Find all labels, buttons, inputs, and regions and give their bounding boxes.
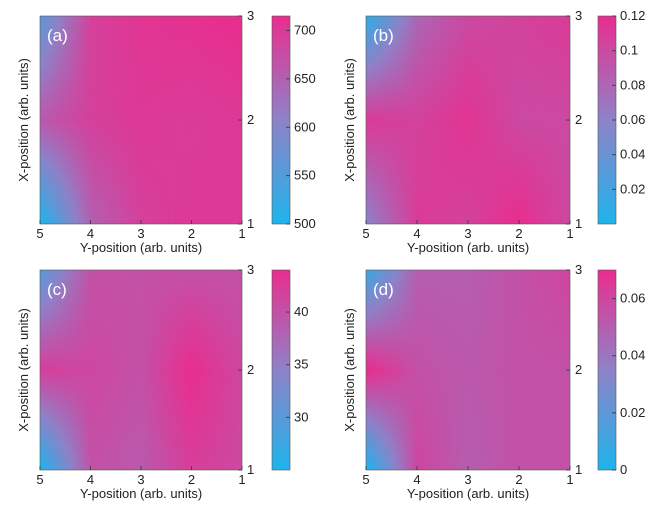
y-tick-label: 2 [247, 362, 254, 377]
colorbar-tick-label: 0.02 [620, 405, 645, 420]
y-tick-label: 3 [247, 262, 254, 277]
panel-c: (c) 5 4 3 2 1 Y-position (arb. units) 1 2 3 X-posi… [16, 262, 308, 501]
colorbar [271, 269, 291, 471]
x-tick-label: 4 [413, 226, 420, 241]
colorbar-tick-label: 0.04 [620, 348, 645, 363]
heatmap-plot [40, 16, 242, 224]
x-axis-label: Y-position (arb. units) [80, 486, 202, 501]
y-tick-label: 2 [575, 112, 582, 127]
x-tick-label: 2 [188, 472, 195, 487]
x-tick-label: 5 [36, 472, 43, 487]
x-tick-label: 5 [362, 472, 369, 487]
x-tick-label: 1 [238, 226, 245, 241]
y-tick-label: 2 [575, 362, 582, 377]
colorbar-tick-label: 0.06 [620, 112, 645, 127]
colorbar-tick-label: 30 [294, 409, 308, 424]
heatmap-plot [366, 270, 570, 470]
y-tick-label: 1 [247, 462, 254, 477]
heatmap-plot [40, 270, 242, 470]
x-tick-label: 3 [464, 226, 471, 241]
y-axis-label: X-position (arb. units) [16, 58, 31, 182]
x-tick-label: 1 [566, 472, 573, 487]
y-axis-label: X-position (arb. units) [342, 308, 357, 432]
x-tick-label: 2 [515, 226, 522, 241]
colorbar [271, 15, 291, 225]
panel-label: (b) [373, 26, 394, 45]
y-tick-label: 2 [247, 112, 254, 127]
x-tick-label: 4 [87, 226, 94, 241]
panel-label: (c) [47, 280, 67, 299]
x-axis-label: Y-position (arb. units) [407, 240, 529, 255]
y-axis-label: X-position (arb. units) [16, 308, 31, 432]
x-tick-label: 1 [238, 472, 245, 487]
colorbar-tick-label: 0.02 [620, 181, 645, 196]
panel-label: (d) [373, 280, 394, 299]
x-tick-label: 2 [188, 226, 195, 241]
colorbar-tick-label: 600 [294, 119, 316, 134]
x-tick-label: 3 [137, 226, 144, 241]
x-axis-label: Y-position (arb. units) [407, 486, 529, 501]
panel-d: (d) 5 4 3 2 1 Y-position (arb. units) 1 2 3 X-posi… [342, 262, 645, 501]
x-tick-label: 2 [515, 472, 522, 487]
x-tick-label: 5 [362, 226, 369, 241]
x-axis-label: Y-position (arb. units) [80, 240, 202, 255]
y-tick-label: 3 [247, 8, 254, 23]
colorbar-tick-label: 0.08 [620, 77, 645, 92]
x-tick-label: 4 [413, 472, 420, 487]
colorbar-tick-label: 500 [294, 216, 316, 231]
heatmap-plot [366, 16, 570, 224]
x-tick-label: 1 [566, 226, 573, 241]
colorbar-tick-label: 0.1 [620, 43, 638, 58]
x-tick-label: 5 [36, 226, 43, 241]
colorbar-tick-label: 0.06 [620, 291, 645, 306]
panel-a: (a) 5 4 3 2 1 Y-position (arb. units) 1 2 3 X-posi… [16, 8, 316, 255]
colorbar-tick-label: 35 [294, 357, 308, 372]
y-tick-label: 1 [247, 216, 254, 231]
y-tick-label: 3 [575, 8, 582, 23]
colorbar-tick-label: 0.12 [620, 8, 645, 23]
y-tick-label: 3 [575, 262, 582, 277]
colorbar-tick-label: 40 [294, 304, 308, 319]
y-axis-label: X-position (arb. units) [342, 58, 357, 182]
panel-label: (a) [47, 26, 68, 45]
y-tick-label: 1 [575, 216, 582, 231]
x-tick-label: 3 [137, 472, 144, 487]
y-tick-label: 1 [575, 462, 582, 477]
colorbar-tick-label: 650 [294, 71, 316, 86]
x-tick-label: 3 [464, 472, 471, 487]
x-tick-label: 4 [87, 472, 94, 487]
colorbar [597, 269, 617, 471]
panel-b: (b) 5 4 3 2 1 Y-position (arb. units) 1 2 3 X-posi… [342, 8, 645, 255]
colorbar-tick-label: 700 [294, 23, 316, 38]
colorbar-tick-label: 0 [620, 462, 627, 477]
colorbar-tick-label: 0.04 [620, 147, 645, 162]
colorbar-tick-label: 550 [294, 168, 316, 183]
